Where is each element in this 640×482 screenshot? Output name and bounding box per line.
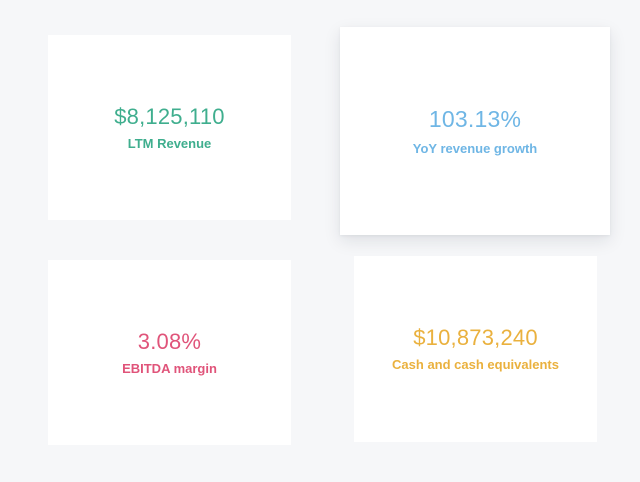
ebitda-margin-value: 3.08% (137, 328, 202, 354)
cash-equivalents-label: Cash and cash equivalents (392, 357, 559, 372)
ltm-revenue-label: LTM Revenue (127, 135, 212, 151)
yoy-revenue-growth-label: YoY revenue growth (412, 140, 538, 156)
cash-equivalents-card: $10,873,240 Cash and cash equivalents (354, 256, 597, 442)
yoy-revenue-growth-value: 103.13% (428, 105, 522, 132)
cash-equivalents-value: $10,873,240 (413, 325, 538, 350)
ebitda-margin-label: EBITDA margin (122, 360, 217, 376)
ltm-revenue-value: $8,125,110 (114, 103, 225, 129)
ltm-revenue-card: $8,125,110 LTM Revenue (48, 35, 291, 220)
ebitda-margin-card: 3.08% EBITDA margin (48, 260, 291, 445)
yoy-revenue-growth-card[interactable]: 103.13% YoY revenue growth (340, 27, 610, 235)
